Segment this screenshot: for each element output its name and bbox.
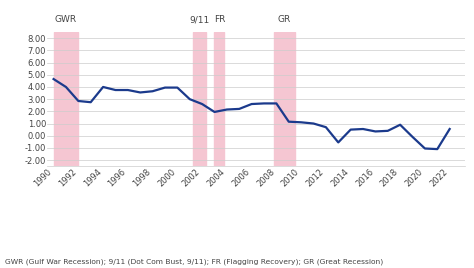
Text: 9/11: 9/11: [190, 15, 210, 24]
Bar: [193, 32, 206, 166]
Text: GWR (Gulf War Recession); 9/11 (Dot Com Bust, 9/11); FR (Flagging Recovery); GR : GWR (Gulf War Recession); 9/11 (Dot Com …: [5, 259, 383, 265]
Text: FR: FR: [214, 15, 225, 24]
Text: GWR: GWR: [55, 15, 77, 24]
Bar: [215, 32, 224, 166]
Bar: [54, 32, 78, 166]
Legend: 10-Year - PTR Inflation: 10-Year - PTR Inflation: [185, 267, 327, 268]
Bar: [274, 32, 295, 166]
Text: GR: GR: [278, 15, 291, 24]
